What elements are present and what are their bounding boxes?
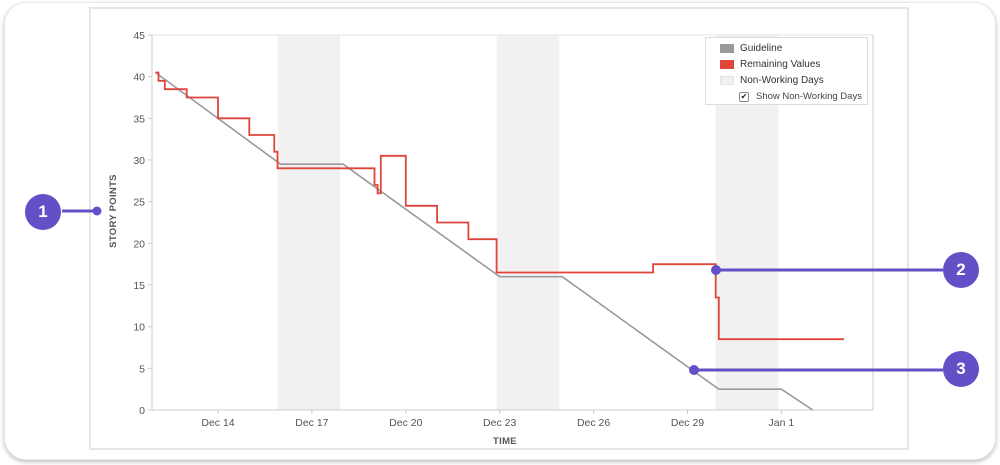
x-tick-label: Dec 20 xyxy=(389,417,422,429)
y-tick-label: 0 xyxy=(139,405,145,417)
y-tick-label: 10 xyxy=(133,322,145,334)
callout-number: 2 xyxy=(956,260,966,279)
callout-3: 3 xyxy=(943,351,979,387)
non-working-band xyxy=(277,35,341,410)
legend-label: Remaining Values xyxy=(740,58,821,70)
y-tick-label: 45 xyxy=(133,30,145,42)
y-tick-label: 35 xyxy=(133,113,145,125)
y-axis-title: STORY POINTS xyxy=(108,174,119,248)
y-tick-label: 5 xyxy=(139,363,145,375)
remaining-swatch-icon xyxy=(720,59,734,69)
callout-number: 3 xyxy=(956,359,966,378)
legend-item-guideline[interactable]: Guideline xyxy=(720,42,782,54)
non-working-swatch-icon xyxy=(720,75,734,85)
y-tick-label: 15 xyxy=(133,280,145,292)
callout-number: 1 xyxy=(38,202,48,221)
x-tick-label: Dec 26 xyxy=(577,417,610,429)
remaining-values-series xyxy=(155,71,844,341)
callout-1: 1 xyxy=(25,194,61,230)
non-working-band xyxy=(496,35,560,410)
x-axis-title: TIME xyxy=(493,436,517,447)
callout-2: 2 xyxy=(943,252,979,288)
guideline-swatch-icon xyxy=(720,43,734,53)
x-tick-label: Dec 23 xyxy=(483,417,516,429)
y-tick-label: 20 xyxy=(133,238,145,250)
toggle-label: Show Non-Working Days xyxy=(756,91,862,102)
y-tick-label: 40 xyxy=(133,72,145,84)
y-tick-label: 30 xyxy=(133,155,145,167)
legend-item-non-working-days[interactable]: Non-Working Days xyxy=(720,74,824,86)
y-tick-label: 25 xyxy=(133,197,145,209)
x-tick-label: Dec 29 xyxy=(671,417,704,429)
guideline-series xyxy=(154,71,814,411)
x-tick-label: Dec 17 xyxy=(295,417,328,429)
legend-label: Guideline xyxy=(740,42,783,54)
x-tick-label: Dec 14 xyxy=(201,417,234,429)
legend-item-remaining-values[interactable]: Remaining Values xyxy=(720,58,820,70)
show-non-working-days-toggle[interactable]: ✔ Show Non-Working Days xyxy=(739,91,862,102)
checkbox-checked-icon[interactable]: ✔ xyxy=(739,91,749,102)
chart-legend: Guideline Remaining Values Non-Working D… xyxy=(705,37,868,105)
x-tick-label: Jan 1 xyxy=(769,417,795,429)
legend-label: Non-Working Days xyxy=(740,74,824,86)
